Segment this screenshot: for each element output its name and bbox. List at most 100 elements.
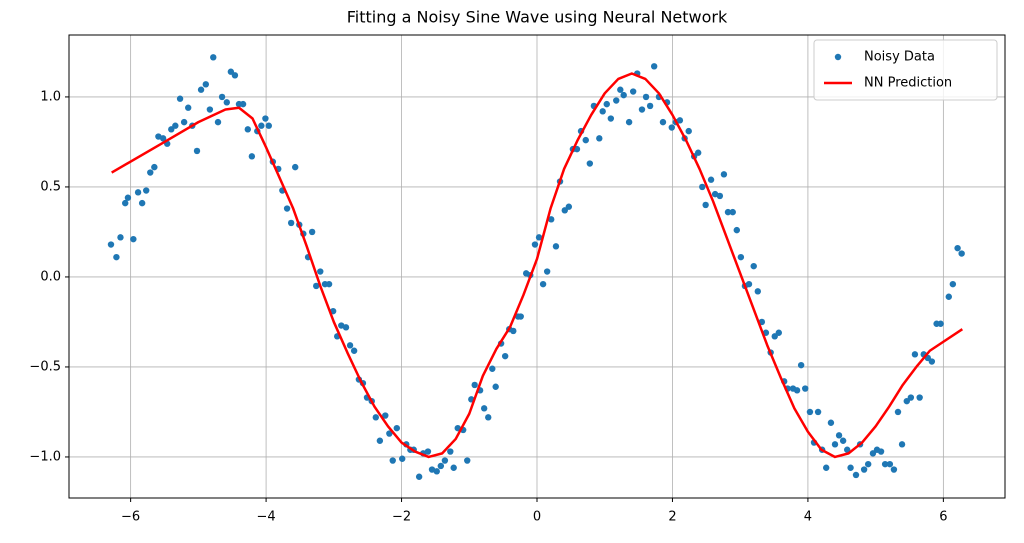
data-point [471, 381, 478, 389]
data-point [317, 268, 324, 275]
legend-marker [834, 53, 842, 61]
data-point [176, 95, 184, 102]
data-point [531, 241, 539, 248]
legend-label: NN Prediction [864, 76, 952, 91]
data-point [806, 408, 814, 416]
data-point [797, 361, 805, 369]
data-point [376, 437, 384, 444]
data-point [313, 282, 320, 290]
data-point [342, 324, 350, 331]
data-point [638, 106, 646, 113]
data-point [620, 91, 627, 99]
data-point [720, 171, 728, 178]
data-point [877, 448, 885, 455]
data-point [814, 408, 822, 416]
data-point [382, 412, 389, 419]
data-point [745, 280, 753, 288]
data-point [548, 216, 555, 223]
data-point [852, 471, 860, 479]
data-point [668, 124, 675, 131]
y-tick-label: 1.0 [40, 89, 61, 104]
data-point [702, 201, 709, 209]
data-point [464, 457, 471, 464]
data-point [754, 288, 761, 295]
data-point [659, 118, 667, 126]
x-tick-label: 6 [939, 510, 947, 525]
data-point [218, 93, 226, 101]
data-point [911, 351, 919, 358]
data-point [582, 136, 589, 144]
data-point [894, 408, 902, 416]
data-point [292, 163, 299, 171]
data-point [613, 97, 620, 104]
data-point [485, 414, 492, 421]
data-point [881, 460, 889, 468]
data-point [694, 149, 702, 156]
data-point [843, 446, 851, 453]
data-point [159, 135, 167, 142]
data-point [552, 243, 560, 250]
data-point [535, 234, 543, 241]
prediction-line [111, 72, 964, 459]
data-point [415, 473, 423, 480]
data-point [287, 219, 295, 227]
data-point [244, 126, 252, 133]
data-point [617, 86, 624, 93]
data-point [517, 313, 524, 320]
data-point [172, 122, 179, 129]
x-tick-label: 2 [668, 510, 676, 525]
data-point [646, 102, 654, 110]
data-point [629, 88, 637, 95]
data-point [372, 414, 380, 421]
data-point [206, 106, 214, 113]
data-point [949, 280, 957, 288]
data-point [143, 187, 150, 194]
data-point [193, 147, 201, 155]
data-point [113, 253, 120, 261]
data-point [489, 365, 496, 372]
data-point [210, 54, 217, 61]
x-tick-label: 4 [804, 510, 812, 525]
data-point [447, 448, 454, 455]
data-point [827, 419, 835, 426]
x-tick-label: −4 [257, 510, 276, 525]
data-point [393, 424, 401, 432]
data-point [945, 293, 952, 300]
data-point [130, 235, 137, 243]
data-point [389, 457, 396, 464]
plot-frame [68, 34, 1006, 499]
data-point [231, 72, 239, 79]
data-point [441, 457, 449, 464]
data-point [239, 100, 247, 108]
data-point [450, 464, 457, 471]
data-point [603, 100, 610, 108]
legend-box [813, 39, 998, 101]
y-tick-label: −1.0 [29, 449, 61, 464]
data-point [283, 205, 291, 212]
data-point [729, 208, 736, 216]
data-point [147, 169, 154, 176]
data-point [793, 387, 801, 394]
data-point [151, 163, 158, 171]
data-point [958, 250, 965, 257]
data-point [437, 462, 445, 470]
grid [69, 35, 1005, 498]
data-point [480, 405, 488, 412]
data-point [346, 342, 354, 349]
data-point [350, 347, 358, 354]
data-point [822, 464, 830, 471]
x-tick-label: 0 [533, 510, 541, 525]
data-point [325, 280, 333, 288]
chart-title: Fitting a Noisy Sine Wave using Neural N… [347, 8, 728, 27]
data-point [733, 226, 740, 234]
data-point [223, 99, 231, 106]
data-point [433, 468, 440, 475]
data-point [543, 268, 551, 275]
data-point [308, 228, 316, 236]
data-point [676, 117, 684, 124]
data-point [107, 241, 115, 248]
data-point [386, 430, 393, 437]
data-point [599, 108, 606, 115]
data-point [937, 320, 944, 327]
